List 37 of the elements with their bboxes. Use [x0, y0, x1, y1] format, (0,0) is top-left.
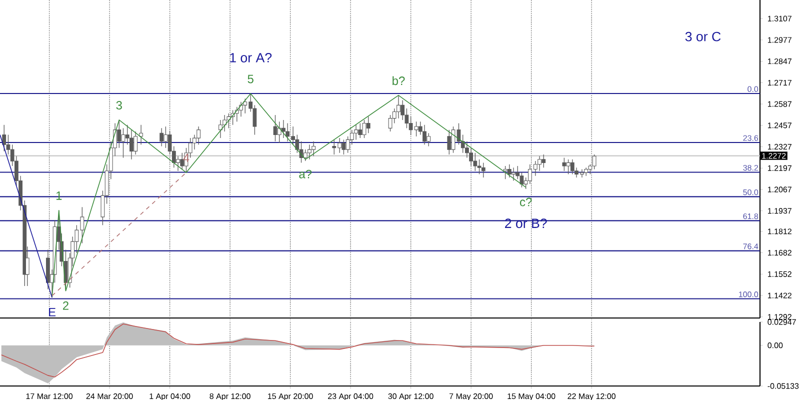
annotation: b?: [392, 76, 405, 86]
annotation: 3: [116, 101, 122, 110]
annotation: 2: [63, 301, 68, 310]
annotation: 50.0: [743, 189, 758, 196]
annotation: 61.8: [743, 213, 758, 220]
annotation: 0.0: [748, 86, 758, 92]
y-tick-label: 1.1292: [768, 314, 792, 320]
annotation: 23.6: [743, 135, 758, 141]
annotation: 38.2: [743, 164, 758, 171]
annotation: 1 or A?: [230, 52, 272, 62]
annotation: 2 or B?: [505, 218, 547, 228]
y-tick-label: 1.2977: [768, 37, 792, 43]
y-tick-label: 1.1937: [768, 208, 792, 214]
y-tick-label: 0.00: [768, 342, 783, 348]
annotation: c?: [520, 198, 532, 206]
x-tick-label: 17 Mar 12:00: [26, 393, 73, 400]
y-tick-label: 1.2197: [768, 165, 792, 171]
y-tick-label: 1.2717: [768, 80, 792, 86]
y-tick-label: 1.2067: [768, 186, 792, 192]
annotation: 76.4: [743, 244, 758, 250]
y-tick-label: 1.2457: [768, 122, 792, 128]
annotation: E: [49, 308, 56, 316]
y-tick-label: 1.1812: [768, 228, 792, 234]
y-tick-label: 1.2847: [768, 58, 792, 64]
y-tick-label: 1.2327: [768, 144, 792, 150]
y-tick-label: 1.1552: [768, 271, 792, 277]
y-tick-label: 1.1682: [768, 250, 792, 256]
y-tick-label: 1.3107: [768, 16, 792, 22]
y-tick-label: 1.2587: [768, 101, 792, 107]
y-tick-label: 0.02947: [768, 319, 796, 325]
y-tick-label: 1.1422: [768, 292, 792, 298]
x-tick-label: 24 Mar 20:00: [86, 393, 133, 400]
annotation: 3 or C: [685, 32, 721, 42]
annotation: 100.0: [738, 292, 758, 298]
y-tick-label: -0.05133: [768, 383, 799, 389]
annotation: 5: [248, 74, 254, 84]
ref-line-label: 1.2272: [762, 153, 786, 159]
